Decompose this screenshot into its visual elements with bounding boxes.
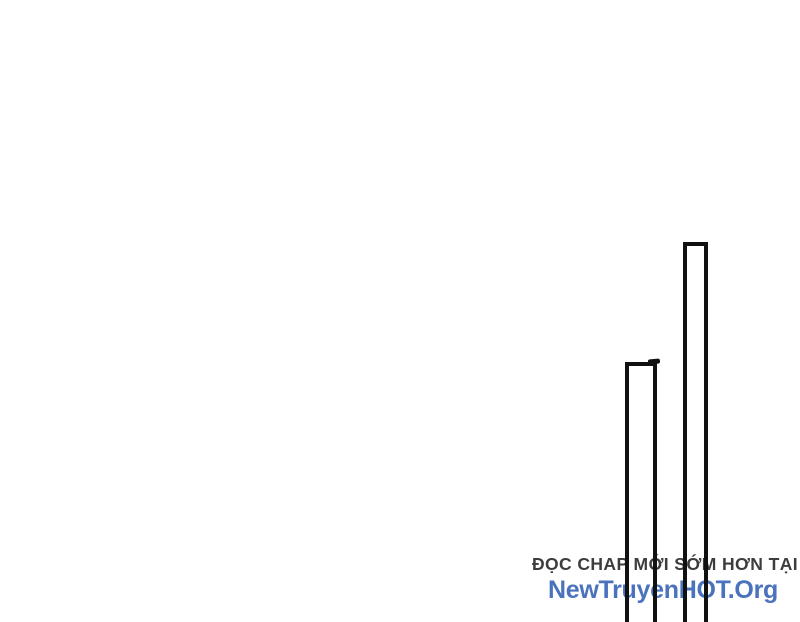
watermark-tagline: ĐỌC CHAP MỚI SỚM HƠN TẠI bbox=[531, 554, 799, 574]
panel-strip-right bbox=[683, 242, 708, 622]
watermark-site-name: NewTruyenHOT.Org bbox=[548, 576, 778, 604]
panel-strip-left bbox=[625, 362, 657, 622]
ink-overshoot-mark bbox=[647, 358, 661, 365]
